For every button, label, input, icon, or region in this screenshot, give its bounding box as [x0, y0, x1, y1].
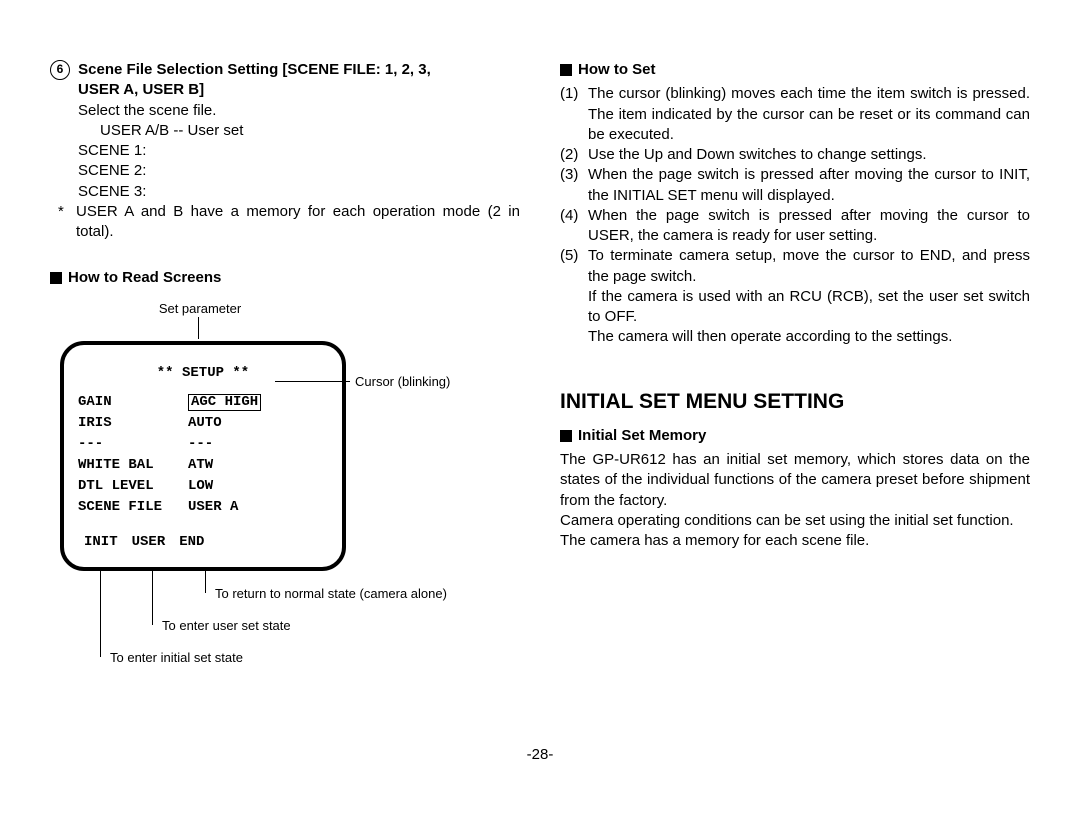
footer-user: USER: [132, 532, 166, 553]
screen-diagram: Set parameter ** SETUP ** GAINAGC HIGH I…: [50, 299, 520, 711]
step-2: Use the Up and Down switches to change s…: [588, 145, 1030, 165]
square-icon: [560, 430, 572, 442]
ism-p2: Camera operating conditions can be set u…: [560, 511, 1030, 531]
step-1: The cursor (blinking) moves each time th…: [588, 84, 1030, 145]
square-icon: [560, 64, 572, 76]
how-read-heading: How to Read Screens: [68, 269, 221, 286]
footer-end: END: [179, 532, 204, 553]
item-number: 6: [50, 60, 70, 80]
label-end: To return to normal state (camera alone): [215, 585, 447, 603]
screen-box: ** SETUP ** GAINAGC HIGH IRISAUTO ------…: [60, 341, 346, 571]
cursor-blinking-label: Cursor (blinking): [355, 373, 450, 391]
tail-2: The camera will then operate according t…: [588, 327, 1030, 347]
note-bullet: *: [50, 202, 76, 243]
step-5: To terminate camera setup, move the curs…: [588, 246, 1030, 287]
note-text: USER A and B have a memory for each oper…: [76, 202, 520, 243]
agc-high-cursor: AGC HIGH: [188, 394, 261, 411]
step-4: When the page switch is pressed after mo…: [588, 206, 1030, 247]
heading-line1: Scene File Selection Setting [SCENE FILE…: [78, 61, 431, 78]
tail-1: If the camera is used with an RCU (RCB),…: [588, 287, 1030, 328]
heading-line2: USER A, USER B]: [50, 80, 520, 100]
item-heading: 6 Scene File Selection Setting [SCENE FI…: [50, 60, 520, 80]
step-3: When the page switch is pressed after mo…: [588, 165, 1030, 206]
set-parameter-label: Set parameter: [159, 301, 241, 316]
how-to-set-heading: How to Set: [578, 61, 656, 78]
label-user: To enter user set state: [162, 617, 291, 635]
footer-init: INIT: [84, 532, 118, 553]
label-init: To enter initial set state: [110, 649, 243, 667]
initial-set-menu-heading: INITIAL SET MENU SETTING: [560, 388, 1030, 416]
select-line: Select the scene file.: [50, 101, 520, 121]
scene2: SCENE 2:: [50, 161, 520, 181]
initial-set-memory-heading: Initial Set Memory: [578, 427, 706, 444]
scene3: SCENE 3:: [50, 182, 520, 202]
user-ab: USER A/B -- User set: [50, 121, 520, 141]
page-number: -28-: [0, 746, 1080, 763]
square-icon: [50, 272, 62, 284]
ism-p3: The camera has a memory for each scene f…: [560, 531, 1030, 551]
note-row: * USER A and B have a memory for each op…: [50, 202, 520, 243]
ism-p1: The GP-UR612 has an initial set memory, …: [560, 450, 1030, 511]
scene1: SCENE 1:: [50, 141, 520, 161]
